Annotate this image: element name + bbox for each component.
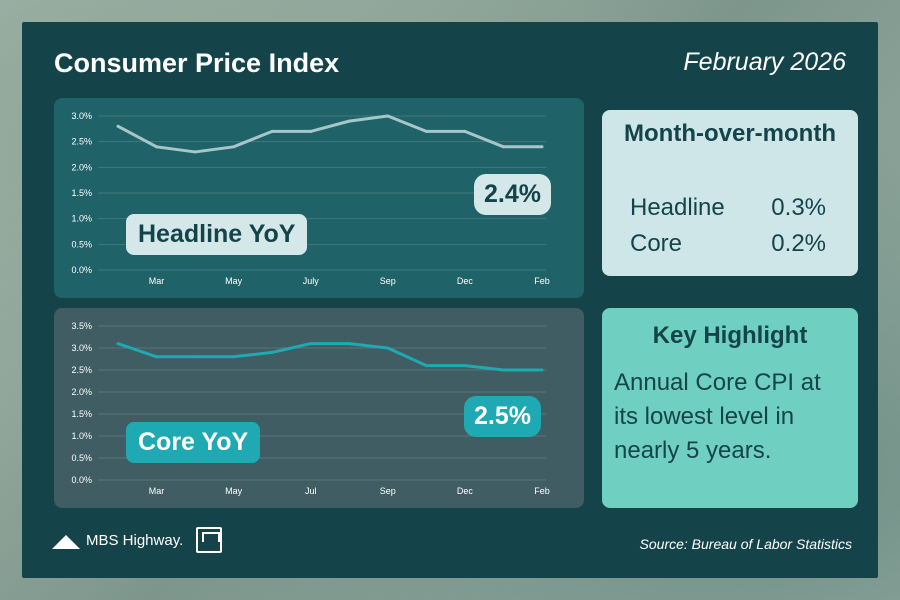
key-highlight-card: Key Highlight Annual Core CPI at its low… — [602, 308, 858, 508]
x-tick-label: Feb — [534, 276, 550, 286]
data-point — [116, 342, 120, 346]
mom-core-label: Core — [630, 230, 683, 257]
y-tick-label: 1.5% — [71, 409, 92, 419]
x-tick-label: Mar — [149, 276, 165, 286]
headline-tag: Headline YoY — [126, 214, 308, 255]
y-tick-label: 0.0% — [71, 475, 92, 485]
mom-headline-row: Headline 0.3% — [630, 194, 826, 222]
infographic-panel: Consumer Price Index February 2026 0.0% 0… — [22, 22, 878, 578]
mom-headline-value: 0.3% — [771, 194, 826, 221]
x-tick-label: Sep — [380, 486, 396, 496]
y-tick-label: 2.0% — [71, 162, 92, 172]
brand-logo: MBS Highway. — [52, 532, 183, 549]
data-point — [501, 368, 505, 372]
source-note: Source: Bureau of Labor Statistics — [639, 536, 852, 552]
data-point — [193, 150, 197, 154]
key-highlight-text: Annual Core CPI at its lowest level in n… — [614, 369, 821, 464]
data-point — [193, 355, 197, 359]
x-tick-label: Dec — [457, 486, 474, 496]
equal-housing-icon — [196, 527, 222, 553]
data-point — [232, 145, 236, 149]
data-point — [501, 145, 505, 149]
headline-chart: 0.0% 0.5% 1.0% 1.5% 2.0% 2.5% 3.0% Mar May July Se… — [71, 111, 550, 286]
data-point — [347, 119, 351, 123]
y-tick-label: 0.0% — [71, 265, 92, 275]
data-point — [540, 368, 544, 372]
x-tick-label: Jul — [305, 486, 317, 496]
core-chart-card: 0.0% 0.5% 1.0% 1.5% 2.0% 2.5% 3.0% 3.5% Mar May Ju… — [54, 308, 584, 508]
data-point — [463, 364, 467, 368]
y-tick-label: 0.5% — [71, 239, 92, 249]
y-tick-label: 3.5% — [71, 321, 92, 331]
y-tick-label: 1.0% — [71, 214, 92, 224]
x-tick-label: Sep — [380, 276, 396, 286]
data-point — [424, 129, 428, 133]
headline-callout: 2.4% — [474, 174, 551, 215]
data-point — [270, 350, 274, 354]
y-tick-label: 2.0% — [71, 387, 92, 397]
data-point — [463, 129, 467, 133]
y-tick-label: 1.5% — [71, 188, 92, 198]
data-point — [386, 346, 390, 350]
data-point — [270, 129, 274, 133]
report-date: February 2026 — [683, 48, 846, 76]
y-tick-label: 3.0% — [71, 111, 92, 121]
mom-core-row: Core 0.2% — [630, 230, 826, 258]
x-tick-label: Dec — [457, 276, 474, 286]
mom-core-value: 0.2% — [771, 230, 826, 257]
data-point — [424, 364, 428, 368]
headline-chart-card: 0.0% 0.5% 1.0% 1.5% 2.0% 2.5% 3.0% Mar May July Se… — [54, 98, 584, 298]
y-tick-label: 3.0% — [71, 343, 92, 353]
core-chart: 0.0% 0.5% 1.0% 1.5% 2.0% 2.5% 3.0% 3.5% Mar May Ju… — [71, 321, 550, 496]
core-tag: Core YoY — [126, 422, 261, 463]
data-point — [540, 145, 544, 149]
x-tick-label: July — [303, 276, 320, 286]
y-tick-label: 2.5% — [71, 137, 92, 147]
data-point — [309, 129, 313, 133]
data-point — [347, 342, 351, 346]
y-tick-label: 2.5% — [71, 365, 92, 375]
x-tick-label: May — [225, 276, 243, 286]
x-tick-label: Mar — [149, 486, 165, 496]
data-point — [386, 114, 390, 118]
mountain-logo-icon — [52, 534, 80, 549]
mom-headline-label: Headline — [630, 194, 725, 221]
series-line — [117, 114, 542, 154]
mom-heading: Month-over-month — [624, 120, 836, 147]
series-line — [117, 342, 542, 372]
x-tick-label: Feb — [534, 486, 550, 496]
core-callout: 2.5% — [464, 396, 541, 437]
data-point — [309, 342, 313, 346]
brand-name: MBS Highway. — [86, 532, 184, 549]
x-tick-label: May — [225, 486, 243, 496]
data-point — [232, 355, 236, 359]
data-point — [116, 124, 120, 128]
month-over-month-card: Month-over-month Headline 0.3% Core 0.2% — [602, 110, 858, 276]
data-point — [155, 355, 159, 359]
page-title: Consumer Price Index — [54, 48, 340, 78]
data-point — [155, 145, 159, 149]
key-highlight-heading: Key Highlight — [652, 322, 808, 349]
y-tick-label: 0.5% — [71, 453, 92, 463]
y-tick-label: 1.0% — [71, 431, 92, 441]
